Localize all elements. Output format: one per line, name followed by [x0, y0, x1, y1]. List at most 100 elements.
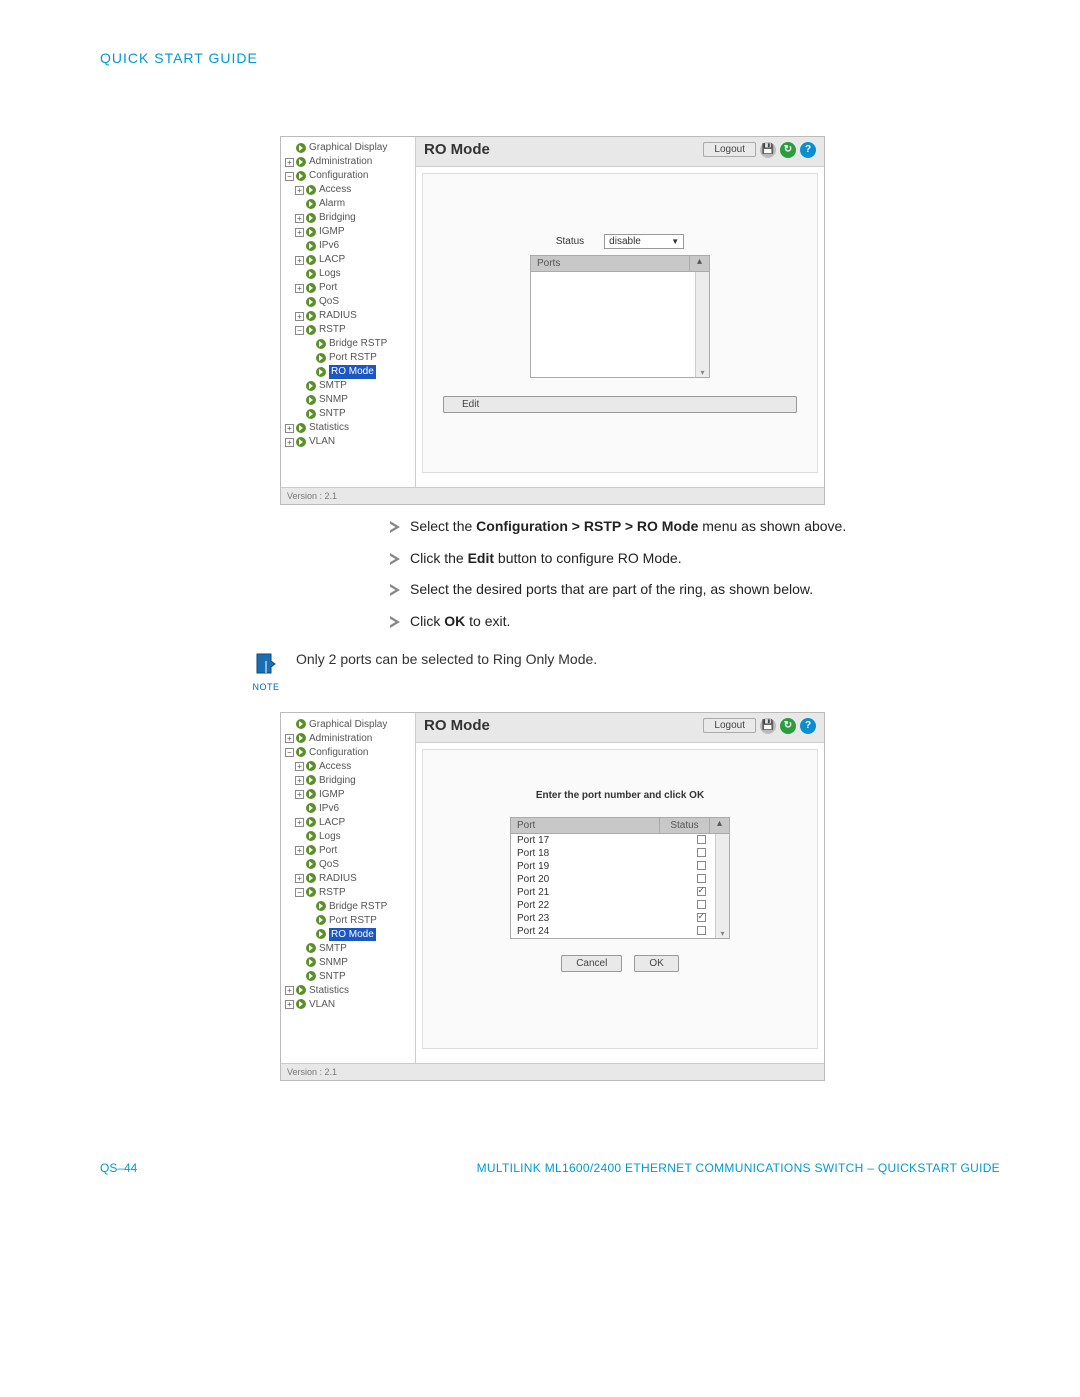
scroll-up-icon[interactable]: ▴	[689, 256, 709, 271]
tree-item[interactable]: RSTP	[319, 886, 346, 900]
scroll-down-icon[interactable]: ▾	[700, 368, 704, 377]
tree-item[interactable]: Port RSTP	[329, 351, 377, 365]
refresh-icon[interactable]: ↻	[780, 142, 796, 158]
tree-item[interactable]: RADIUS	[319, 872, 357, 886]
tree-item-selected[interactable]: RO Mode	[329, 928, 376, 942]
expand-icon[interactable]: +	[295, 228, 304, 237]
expand-icon[interactable]: +	[295, 214, 304, 223]
help-icon[interactable]: ?	[800, 718, 816, 734]
port-row[interactable]: Port 18	[511, 847, 715, 860]
tree-item[interactable]: RADIUS	[319, 309, 357, 323]
port-checkbox[interactable]	[697, 913, 706, 922]
edit-button[interactable]: Edit	[443, 396, 797, 413]
tree-item[interactable]: Logs	[319, 267, 341, 281]
tree-item[interactable]: Bridging	[319, 774, 356, 788]
tree-item[interactable]: IGMP	[319, 225, 345, 239]
expand-icon[interactable]: +	[295, 312, 304, 321]
tree-item[interactable]: QoS	[319, 295, 339, 309]
tree-item[interactable]: VLAN	[309, 435, 335, 449]
port-row[interactable]: Port 24	[511, 925, 715, 938]
expand-icon[interactable]: +	[285, 424, 294, 433]
collapse-icon[interactable]: −	[295, 326, 304, 335]
port-checkbox[interactable]	[697, 926, 706, 935]
expand-icon[interactable]: +	[295, 762, 304, 771]
collapse-icon[interactable]: −	[285, 748, 294, 757]
tree-item[interactable]: Configuration	[309, 746, 368, 760]
logout-button[interactable]: Logout	[703, 142, 756, 157]
tree-item[interactable]: Port	[319, 844, 337, 858]
tree-item[interactable]: RSTP	[319, 323, 346, 337]
expand-icon[interactable]: +	[295, 284, 304, 293]
port-row[interactable]: Port 21	[511, 886, 715, 899]
port-row[interactable]: Port 17	[511, 834, 715, 847]
refresh-icon[interactable]: ↻	[780, 718, 796, 734]
logout-button[interactable]: Logout	[703, 718, 756, 733]
expand-icon[interactable]: +	[285, 438, 294, 447]
port-row[interactable]: Port 22	[511, 899, 715, 912]
save-icon[interactable]: 💾	[760, 142, 776, 158]
cancel-button[interactable]: Cancel	[561, 955, 622, 972]
port-checkbox[interactable]	[697, 900, 706, 909]
expand-icon[interactable]: +	[295, 776, 304, 785]
tree-item[interactable]: SMTP	[319, 379, 347, 393]
tree-item[interactable]: Statistics	[309, 984, 349, 998]
tree-item[interactable]: IPv6	[319, 802, 339, 816]
scrollbar[interactable]: ▾	[695, 272, 709, 377]
collapse-icon[interactable]: −	[285, 172, 294, 181]
port-checkbox[interactable]	[697, 874, 706, 883]
expand-icon[interactable]: +	[285, 734, 294, 743]
scrollbar[interactable]: ▾	[715, 834, 729, 938]
collapse-icon[interactable]: −	[295, 888, 304, 897]
tree-item[interactable]: Graphical Display	[309, 141, 387, 155]
tree-item[interactable]: Bridge RSTP	[329, 900, 387, 914]
tree-item[interactable]: LACP	[319, 253, 345, 267]
expand-icon[interactable]: +	[295, 256, 304, 265]
tree-item-selected[interactable]: RO Mode	[329, 365, 376, 379]
expand-icon[interactable]: +	[295, 818, 304, 827]
tree-item[interactable]: Administration	[309, 155, 372, 169]
save-icon[interactable]: 💾	[760, 718, 776, 734]
tree-item[interactable]: Access	[319, 183, 351, 197]
tree-item[interactable]: IGMP	[319, 788, 345, 802]
tree-item[interactable]: Administration	[309, 732, 372, 746]
tree-item[interactable]: Alarm	[319, 197, 345, 211]
tree-item[interactable]: SNTP	[319, 407, 346, 421]
status-select[interactable]: disable ▼	[604, 234, 684, 249]
tree-item[interactable]: SNMP	[319, 393, 348, 407]
scroll-up-icon[interactable]: ▴	[709, 818, 729, 833]
tree-item[interactable]: Bridge RSTP	[329, 337, 387, 351]
expand-icon[interactable]: +	[295, 874, 304, 883]
port-row[interactable]: Port 19	[511, 860, 715, 873]
expand-icon[interactable]: +	[285, 986, 294, 995]
tree-item[interactable]: Access	[319, 760, 351, 774]
tree-item[interactable]: VLAN	[309, 998, 335, 1012]
ok-button[interactable]: OK	[634, 955, 678, 972]
port-checkbox[interactable]	[697, 887, 706, 896]
tree-item[interactable]: Bridging	[319, 211, 356, 225]
ports-listbox[interactable]: Ports ▴ ▾	[530, 255, 710, 378]
expand-icon[interactable]: +	[295, 790, 304, 799]
port-row[interactable]: Port 20	[511, 873, 715, 886]
tree-item[interactable]: Configuration	[309, 169, 368, 183]
tree-item[interactable]: SMTP	[319, 942, 347, 956]
expand-icon[interactable]: +	[285, 1000, 294, 1009]
tree-item[interactable]: IPv6	[319, 239, 339, 253]
tree-item[interactable]: LACP	[319, 816, 345, 830]
tree-item[interactable]: Port	[319, 281, 337, 295]
port-checkbox[interactable]	[697, 848, 706, 857]
expand-icon[interactable]: +	[285, 158, 294, 167]
port-checkbox[interactable]	[697, 861, 706, 870]
tree-item[interactable]: Logs	[319, 830, 341, 844]
tree-item[interactable]: Graphical Display	[309, 718, 387, 732]
scroll-down-icon[interactable]: ▾	[720, 929, 724, 938]
expand-icon[interactable]: +	[295, 846, 304, 855]
port-checkbox[interactable]	[697, 835, 706, 844]
tree-item[interactable]: Statistics	[309, 421, 349, 435]
help-icon[interactable]: ?	[800, 142, 816, 158]
tree-item[interactable]: QoS	[319, 858, 339, 872]
expand-icon[interactable]: +	[295, 186, 304, 195]
port-row[interactable]: Port 23	[511, 912, 715, 925]
tree-item[interactable]: SNTP	[319, 970, 346, 984]
tree-item[interactable]: Port RSTP	[329, 914, 377, 928]
tree-item[interactable]: SNMP	[319, 956, 348, 970]
